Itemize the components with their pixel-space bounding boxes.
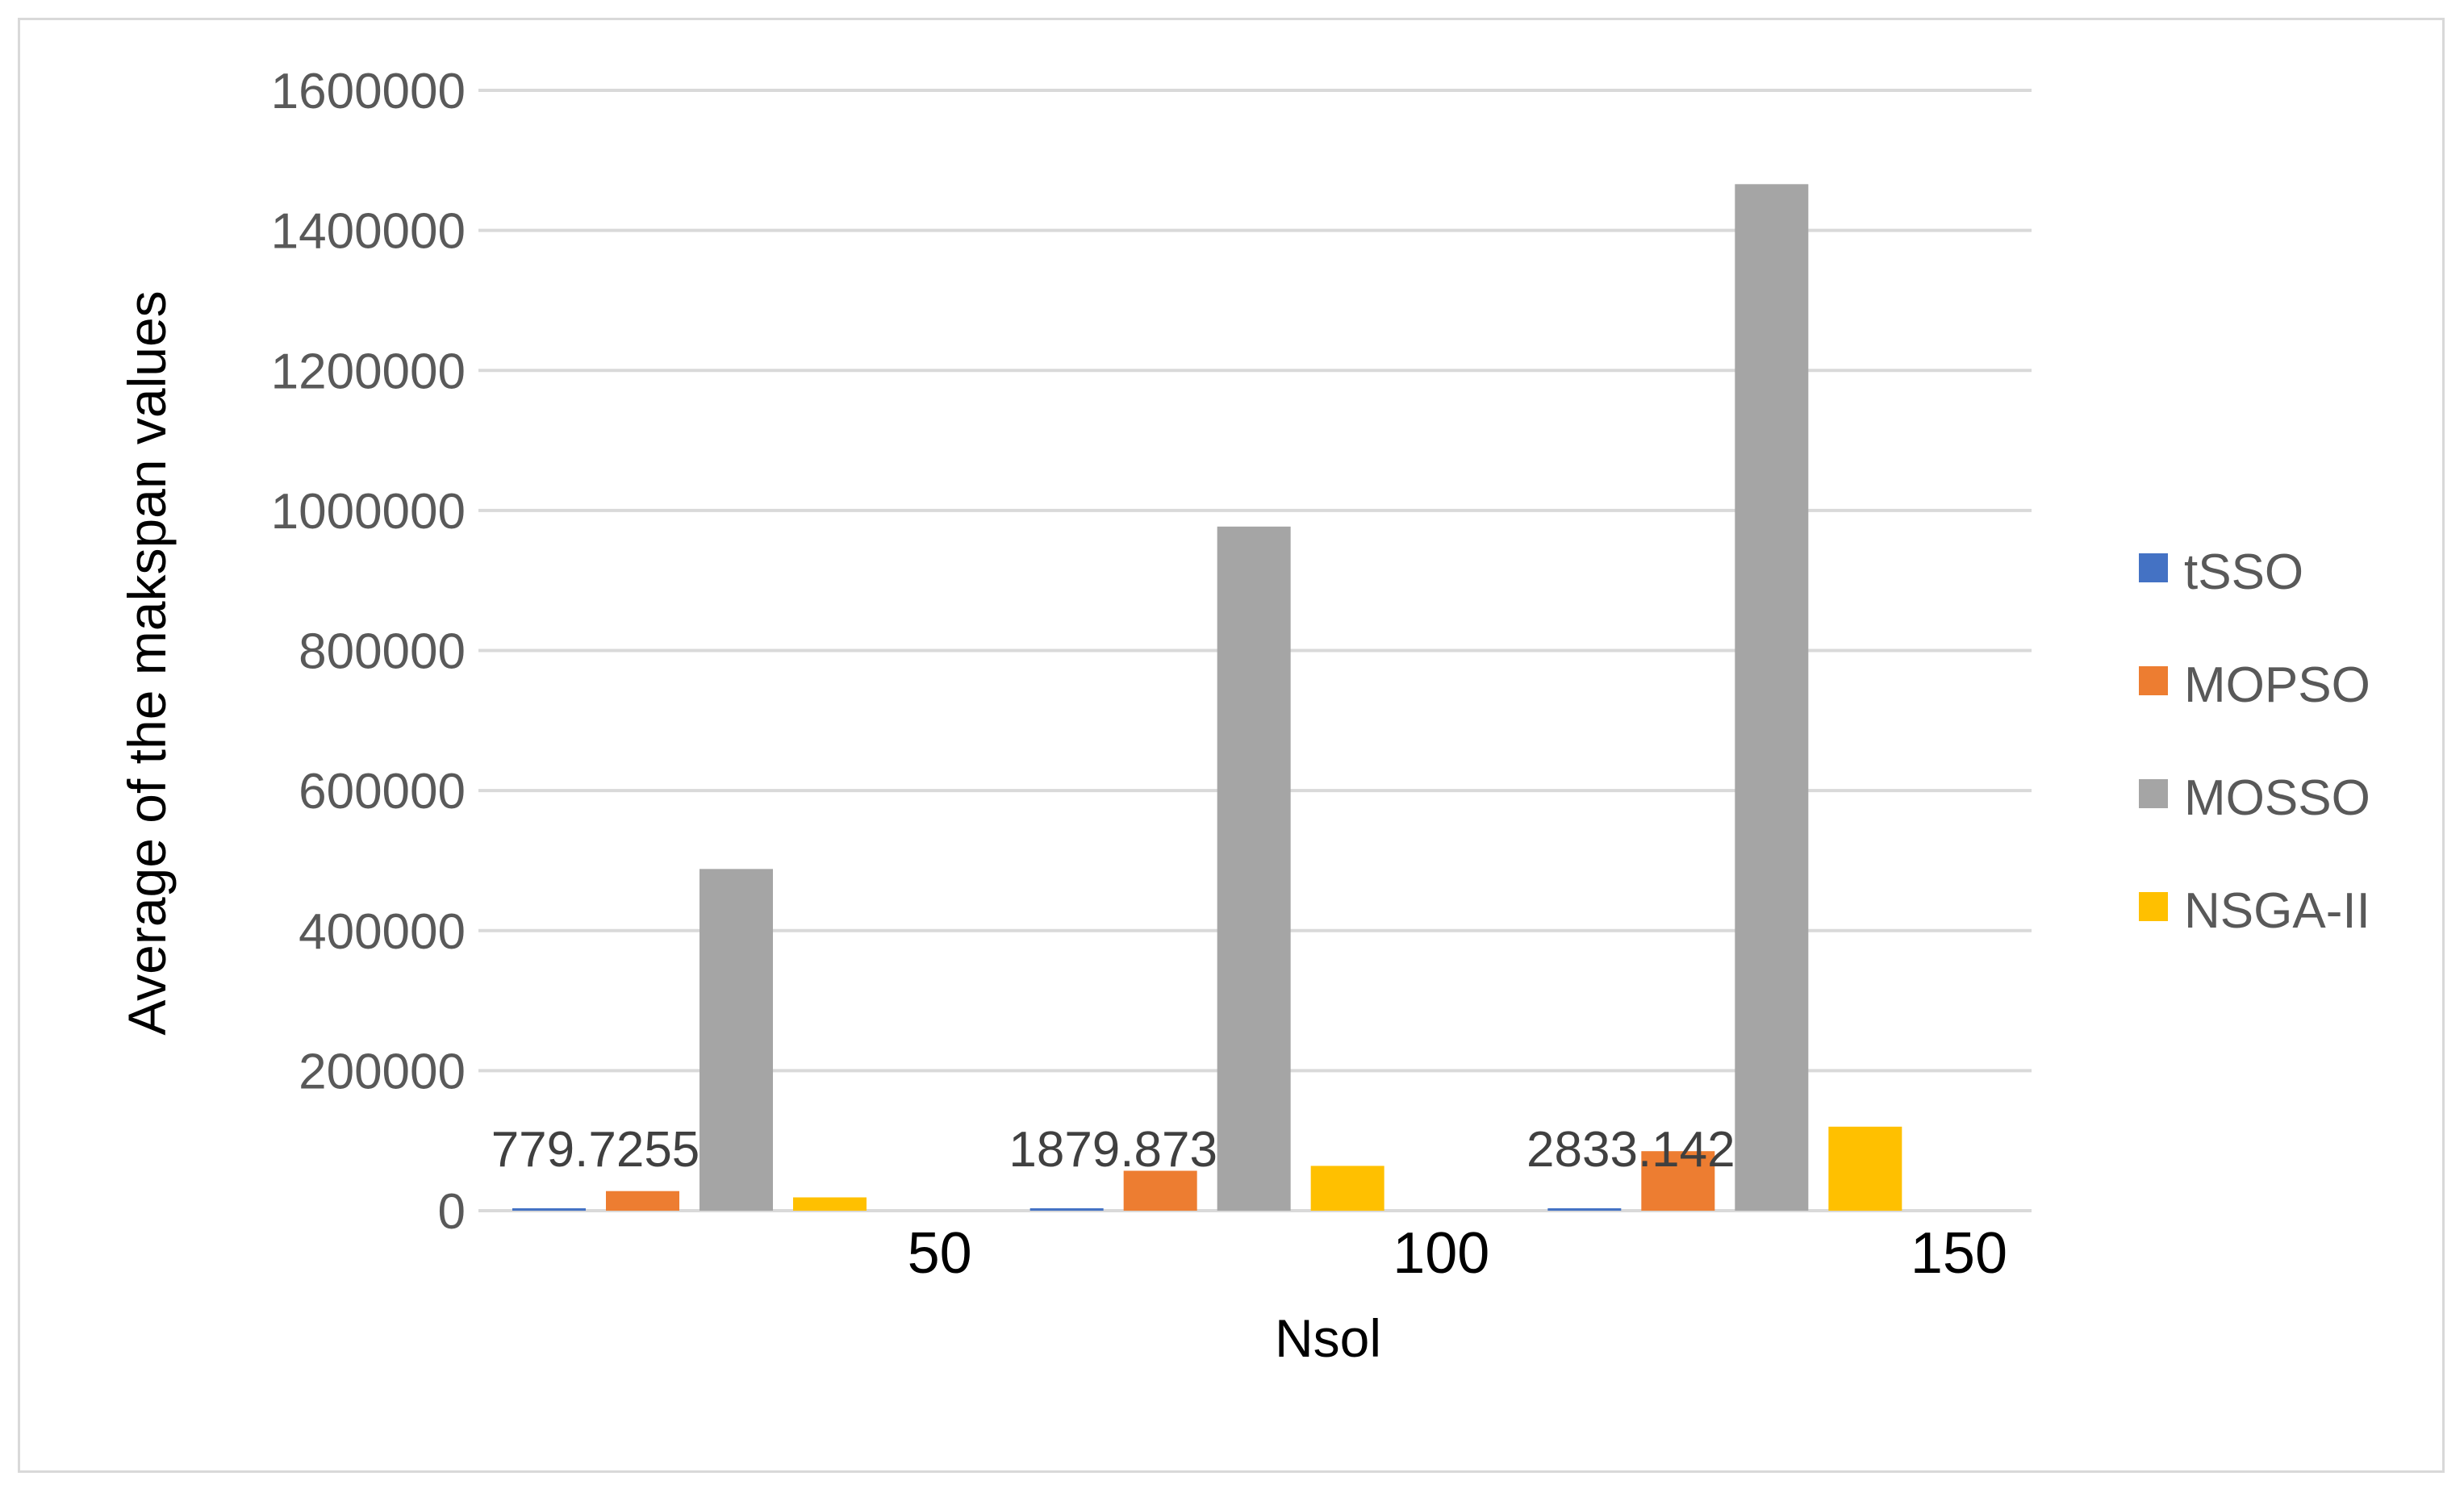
y-tick-label: 800000 (299, 624, 466, 680)
legend-label: MOSSO (2184, 770, 2370, 826)
x-tick-label: 150 (1911, 1221, 2007, 1286)
bar-mopso-150 (1641, 1151, 1715, 1211)
legend-swatch (2139, 892, 2168, 921)
legend-label: MOPSO (2184, 657, 2370, 713)
bar-mosso-150 (1735, 184, 1809, 1211)
legend: tSSO MOPSO MOSSO NSGA-II (2139, 544, 2370, 939)
bar-nsga-ii-50 (793, 1197, 867, 1211)
data-label: 2833.142 (1526, 1122, 1735, 1178)
y-tick-label: 0 (438, 1184, 466, 1240)
x-axis-title: Nsol (1275, 1308, 1381, 1368)
bar-mosso-100 (1217, 526, 1291, 1211)
legend-swatch (2139, 779, 2168, 808)
bar-mopso-100 (1123, 1170, 1197, 1211)
bar-nsga-ii-100 (1310, 1166, 1384, 1211)
legend-label: tSSO (2184, 544, 2303, 600)
data-label: 779.7255 (491, 1122, 700, 1178)
y-tick-label: 1400000 (271, 204, 466, 260)
y-tick-label: 200000 (299, 1044, 466, 1099)
bar-tsso-100 (1029, 1208, 1104, 1211)
bar-tsso-50 (512, 1208, 586, 1211)
legend-swatch (2139, 553, 2168, 582)
y-tick-label: 1000000 (271, 484, 466, 540)
bar-nsga-ii-150 (1828, 1126, 1902, 1211)
bar-tsso-150 (1547, 1208, 1622, 1211)
legend-swatch (2139, 666, 2168, 695)
y-tick-label: 600000 (299, 764, 466, 819)
data-label: 1879.873 (1009, 1122, 1217, 1178)
y-axis-ticks: 0 200000 400000 600000 800000 1000000 1200000 1… (271, 64, 466, 1240)
y-tick-label: 1200000 (271, 344, 466, 399)
y-axis-title: Average of the makspan values (117, 290, 177, 1035)
bars (512, 184, 1902, 1211)
y-tick-label: 400000 (299, 904, 466, 960)
x-tick-label: 100 (1393, 1221, 1489, 1286)
legend-label: NSGA-II (2184, 883, 2370, 939)
bar-mosso-50 (700, 869, 773, 1211)
bar-mopso-50 (606, 1191, 679, 1211)
x-tick-label: 50 (908, 1221, 972, 1286)
x-axis-ticks: 50 100 150 (908, 1221, 2007, 1286)
data-labels: 779.7255 1879.873 2833.142 (491, 1122, 1735, 1178)
y-tick-label: 1600000 (271, 64, 466, 119)
